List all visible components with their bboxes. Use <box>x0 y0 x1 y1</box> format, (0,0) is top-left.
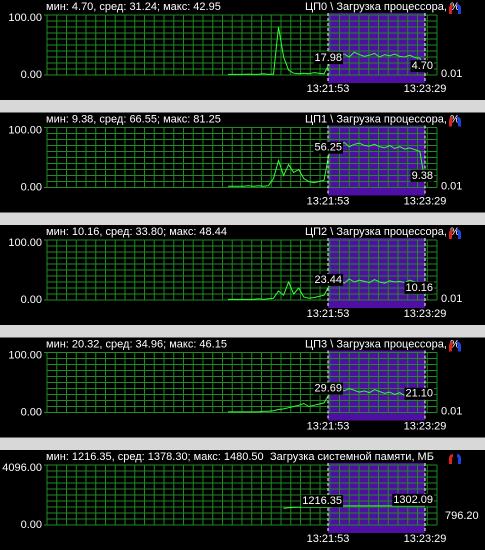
y-tick-label: 0.00 <box>21 294 42 306</box>
marker-value: 1216.35 <box>302 495 342 507</box>
marker-value-bg <box>313 382 343 395</box>
graph-panel: 0.00 100.00 мин: 4.70, сред: 31.24; макс: … <box>0 0 485 113</box>
y-tick-label: 0.00 <box>21 181 42 193</box>
marker-value: 1302.09 <box>393 494 433 506</box>
icon-magnet-blue <box>457 116 461 127</box>
marker-value-bg <box>404 387 434 400</box>
stats: мин: 9.38, сред: 66.55; макс: 81.25 <box>46 113 221 125</box>
series-line <box>228 141 426 187</box>
current-value: 796.20 <box>445 510 479 522</box>
icon-magnet-red <box>449 4 453 14</box>
marker-value: 4.70 <box>412 60 433 72</box>
marker-time: 13:21:53 <box>307 195 350 207</box>
panel-separator <box>0 325 485 338</box>
marker-time: 13:21:53 <box>307 420 350 432</box>
stats: мин: 1216.35, сред: 1378.30; макс: 1480.… <box>46 451 264 463</box>
y-tick-label: 100.00 <box>8 349 42 361</box>
current-value: 0.01 <box>441 180 462 192</box>
y-tick-label: 0.00 <box>21 406 42 418</box>
y-tick-label: 0.00 <box>21 69 42 81</box>
icon-magnet-blue <box>457 341 461 352</box>
selection-region <box>328 350 425 421</box>
marker-value: 56.25 <box>314 142 342 154</box>
current-value: 0.01 <box>441 293 462 305</box>
panel-separator <box>0 100 485 113</box>
marker-value-bg <box>313 52 343 65</box>
stats: мин: 10.16, сред: 33.80; макс: 48.44 <box>46 226 227 238</box>
series-line <box>228 278 426 300</box>
marker-time: 13:23:29 <box>404 420 447 432</box>
marker-value-bg <box>392 493 434 506</box>
graph-panel: 0.00 100.00 мин: 10.16, сред: 33.80; макс:… <box>0 225 485 338</box>
panel-separator <box>0 212 485 225</box>
marker-value-bg <box>313 273 343 286</box>
marker-time: 13:23:29 <box>404 533 447 545</box>
marker-time: 13:23:29 <box>404 83 447 95</box>
y-tick-label: 4096.00 <box>2 462 42 474</box>
graph-panel: 0.00 100.00 мин: 9.38, сред: 66.55; макс: … <box>0 112 485 225</box>
selection-region <box>328 13 425 83</box>
current-value: 0.01 <box>441 68 462 80</box>
series-line <box>228 26 426 75</box>
series-line <box>228 387 426 413</box>
y-tick-label: 100.00 <box>8 237 42 249</box>
panel-title: ЦП2 \ Загрузка процессора, % <box>305 226 460 238</box>
graph-panel: 0.00 100.00 мин: 20.32, сред: 34.96; макс:… <box>0 337 485 450</box>
marker-value-bg <box>301 495 343 508</box>
graph-panel: 0.00 4096.00 мин: 1216.35, сред: 1378.30; … <box>0 450 485 550</box>
panel-title: ЦП3 \ Загрузка процессора, % <box>305 338 460 350</box>
y-tick-label: 100.00 <box>8 124 42 136</box>
icon-magnet-red <box>449 116 453 127</box>
icon-magnet-red <box>449 341 453 352</box>
icon-magnet-blue <box>457 4 461 14</box>
marker-value: 21.10 <box>405 388 433 400</box>
panel-title: ЦП1 \ Загрузка процессора, % <box>305 113 460 125</box>
marker-time: 13:23:29 <box>404 308 447 320</box>
marker-time: 13:23:29 <box>404 195 447 207</box>
marker-time: 13:21:53 <box>307 308 350 320</box>
panel-separator <box>0 437 485 450</box>
series-line <box>283 505 425 509</box>
icon-magnet-blue <box>457 229 461 239</box>
y-tick-label: 100.00 <box>8 12 42 24</box>
marker-time: 13:21:53 <box>307 83 350 95</box>
icon-magnet-red <box>449 229 453 239</box>
selection-region <box>328 125 425 196</box>
selection-region <box>328 238 425 308</box>
marker-value: 29.69 <box>314 383 342 395</box>
marker-value-bg <box>404 281 434 294</box>
marker-time: 13:21:53 <box>307 533 350 545</box>
marker-value: 17.98 <box>314 52 342 64</box>
current-value: 0.01 <box>441 405 462 417</box>
panel-title: Загрузка системной памяти, МБ <box>270 451 434 463</box>
icon-magnet-red <box>449 454 453 464</box>
stats: мин: 4.70, сред: 31.24; макс: 42.95 <box>46 1 221 13</box>
marker-value: 10.16 <box>405 282 433 294</box>
marker-value: 23.44 <box>314 274 342 286</box>
icon-magnet-blue <box>457 454 461 464</box>
marker-value: 9.38 <box>412 170 433 182</box>
marker-value-bg <box>313 141 343 154</box>
panel-title: ЦП0 \ Загрузка процессора, % <box>305 1 460 13</box>
marker-value-bg <box>410 60 434 73</box>
stats: мин: 20.32, сред: 34.96; макс: 46.15 <box>46 338 227 350</box>
marker-value-bg <box>410 169 434 182</box>
y-tick-label: 0.00 <box>21 519 42 531</box>
